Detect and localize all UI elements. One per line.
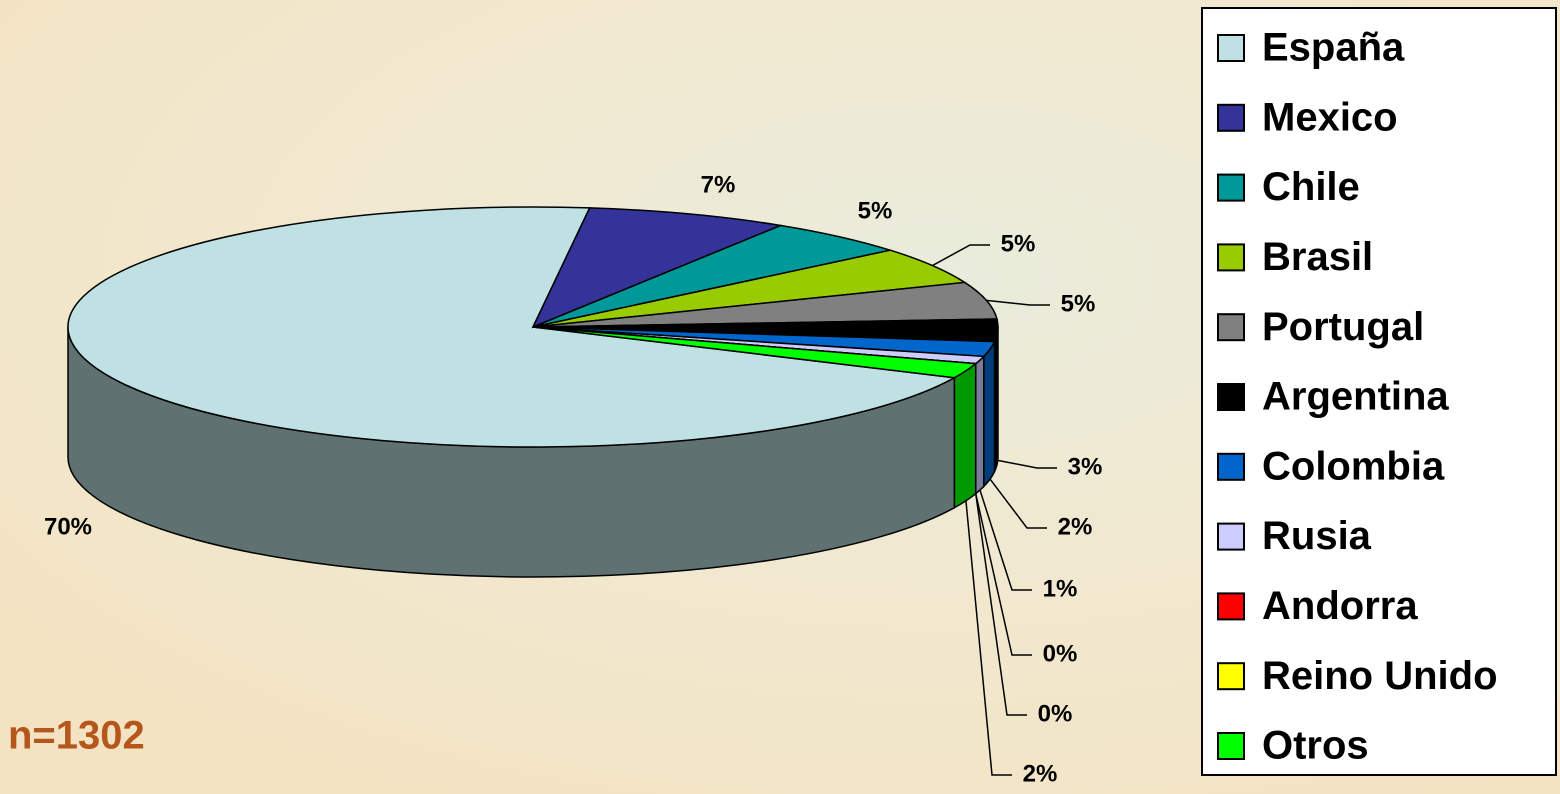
legend-label: Otros [1262, 724, 1369, 768]
data-label: 70% [44, 513, 92, 540]
data-label: 5% [858, 197, 893, 224]
legend-swatch [1217, 34, 1245, 62]
legend: España Mexico Chile Brasil Portugal Argentina… [1217, 26, 1498, 768]
leader-line [975, 493, 1032, 656]
legend-box [1201, 7, 1557, 776]
slice [532, 326, 978, 379]
legend-swatch [1217, 662, 1245, 691]
legend-label: Mexico [1262, 95, 1398, 139]
legend-swatch [1217, 103, 1245, 132]
leader-line [986, 299, 1050, 306]
slice [67, 206, 957, 448]
legend-swatch [1217, 173, 1245, 202]
legend-swatch [1217, 383, 1245, 411]
leader-line [989, 478, 1047, 529]
legend-label: Portugal [1262, 305, 1424, 349]
annotation: n=1302 [8, 714, 145, 758]
legend-label: Chile [1262, 165, 1360, 209]
legend-swatch [1217, 522, 1245, 551]
legend-label: España [1262, 26, 1405, 70]
leader-line [974, 493, 1027, 716]
slice [532, 224, 894, 328]
legend-label: Andorra [1262, 584, 1418, 628]
legend-label: Colombia [1262, 444, 1445, 488]
slice-side [953, 362, 977, 509]
data-label: 7% [701, 171, 736, 198]
legend-label: Argentina [1262, 375, 1449, 419]
legend-label: Brasil [1262, 235, 1373, 279]
data-labels: 70% 7% 5% 5% 5% 3% 2% 1% 0% 0% 2% [44, 171, 1102, 787]
data-label: 5% [1061, 290, 1096, 317]
leader-line [997, 459, 1057, 469]
slice [531, 207, 784, 329]
legend-swatch [1217, 732, 1245, 760]
data-label: 0% [1043, 640, 1078, 667]
data-label: 0% [1038, 700, 1073, 727]
legend-swatch [1217, 313, 1245, 342]
data-label: 3% [1068, 453, 1103, 480]
data-label: 2% [1023, 760, 1058, 787]
slice [532, 249, 967, 328]
data-label: 1% [1043, 575, 1078, 602]
legend-swatch [1217, 592, 1245, 621]
slice-side [983, 341, 996, 489]
pie [67, 206, 999, 578]
legend-swatch [1217, 243, 1245, 272]
leader-line [932, 244, 990, 267]
legend-label: Rusia [1262, 514, 1372, 558]
leader-line [965, 500, 1012, 776]
legend-swatch [1217, 452, 1245, 481]
slice-side [974, 354, 985, 496]
leader-line [979, 489, 1032, 591]
data-label: 2% [1058, 513, 1093, 540]
legend-label: Reino Unido [1262, 654, 1498, 698]
data-label: 5% [1001, 230, 1036, 257]
